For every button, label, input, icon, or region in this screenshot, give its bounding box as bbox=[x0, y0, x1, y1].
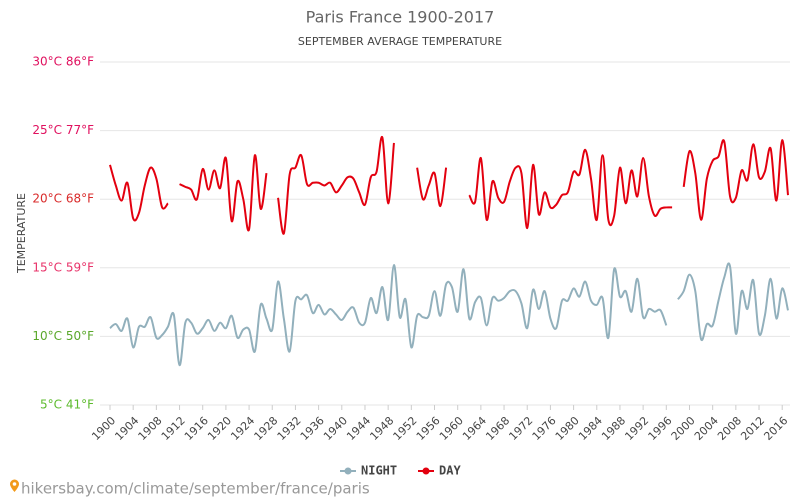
y-tick-label: 5°C 41°F bbox=[40, 398, 94, 412]
x-tick-label: 1908 bbox=[136, 414, 165, 443]
x-tick-label: 1932 bbox=[275, 414, 304, 443]
x-tick-label: 2004 bbox=[692, 414, 721, 443]
x-tick-label: 1988 bbox=[599, 414, 628, 443]
source-link[interactable]: hikersbay.com/climate/september/france/p… bbox=[21, 480, 370, 498]
y-tick-label: 25°C 77°F bbox=[32, 123, 94, 137]
chart-subtitle: SEPTEMBER AVERAGE TEMPERATURE bbox=[298, 35, 502, 48]
x-tick-label: 1940 bbox=[321, 414, 350, 443]
x-tick-label: 2016 bbox=[761, 414, 790, 443]
x-tick-label: 1984 bbox=[576, 414, 605, 443]
x-tick-label: 1944 bbox=[344, 414, 373, 443]
x-tick-label: 1924 bbox=[228, 414, 257, 443]
x-tick-label: 1900 bbox=[89, 414, 118, 443]
x-tick-label: 1912 bbox=[159, 414, 188, 443]
x-tick-label: 1928 bbox=[252, 414, 281, 443]
x-tick-label: 1956 bbox=[414, 414, 443, 443]
legend-label: DAY bbox=[439, 464, 461, 478]
x-tick-label: 1948 bbox=[367, 414, 396, 443]
y-tick-label: 10°C 50°F bbox=[32, 329, 94, 343]
x-tick-label: 1976 bbox=[530, 414, 559, 443]
series-line bbox=[109, 262, 789, 367]
y-tick-label: 30°C 86°F bbox=[32, 55, 94, 69]
legend-marker bbox=[344, 467, 352, 475]
x-tick-label: 1960 bbox=[437, 414, 466, 443]
series-line bbox=[109, 136, 789, 235]
x-tick-label: 1952 bbox=[391, 414, 420, 443]
x-tick-label: 2012 bbox=[738, 414, 767, 443]
x-tick-label: 1964 bbox=[460, 414, 489, 443]
pin-dot bbox=[12, 482, 17, 486]
chart-title: Paris France 1900-2017 bbox=[306, 8, 495, 27]
legend-label: NIGHT bbox=[361, 464, 397, 478]
y-tick-label: 20°C 68°F bbox=[32, 192, 94, 206]
x-tick-label: 1904 bbox=[112, 414, 141, 443]
x-tick-label: 1980 bbox=[553, 414, 582, 443]
x-tick-label: 1968 bbox=[483, 414, 512, 443]
x-tick-label: 1996 bbox=[646, 414, 675, 443]
x-tick-label: 1992 bbox=[622, 414, 651, 443]
x-tick-label: 1920 bbox=[205, 414, 234, 443]
y-axis-label: TEMPERATURE bbox=[15, 193, 28, 274]
x-tick-label: 2000 bbox=[669, 414, 698, 443]
x-tick-label: 1916 bbox=[182, 414, 211, 443]
y-tick-label: 15°C 59°F bbox=[32, 260, 94, 274]
legend-marker bbox=[422, 467, 430, 475]
x-tick-label: 1972 bbox=[506, 414, 535, 443]
x-tick-label: 2008 bbox=[715, 414, 744, 443]
x-tick-label: 1936 bbox=[298, 414, 327, 443]
